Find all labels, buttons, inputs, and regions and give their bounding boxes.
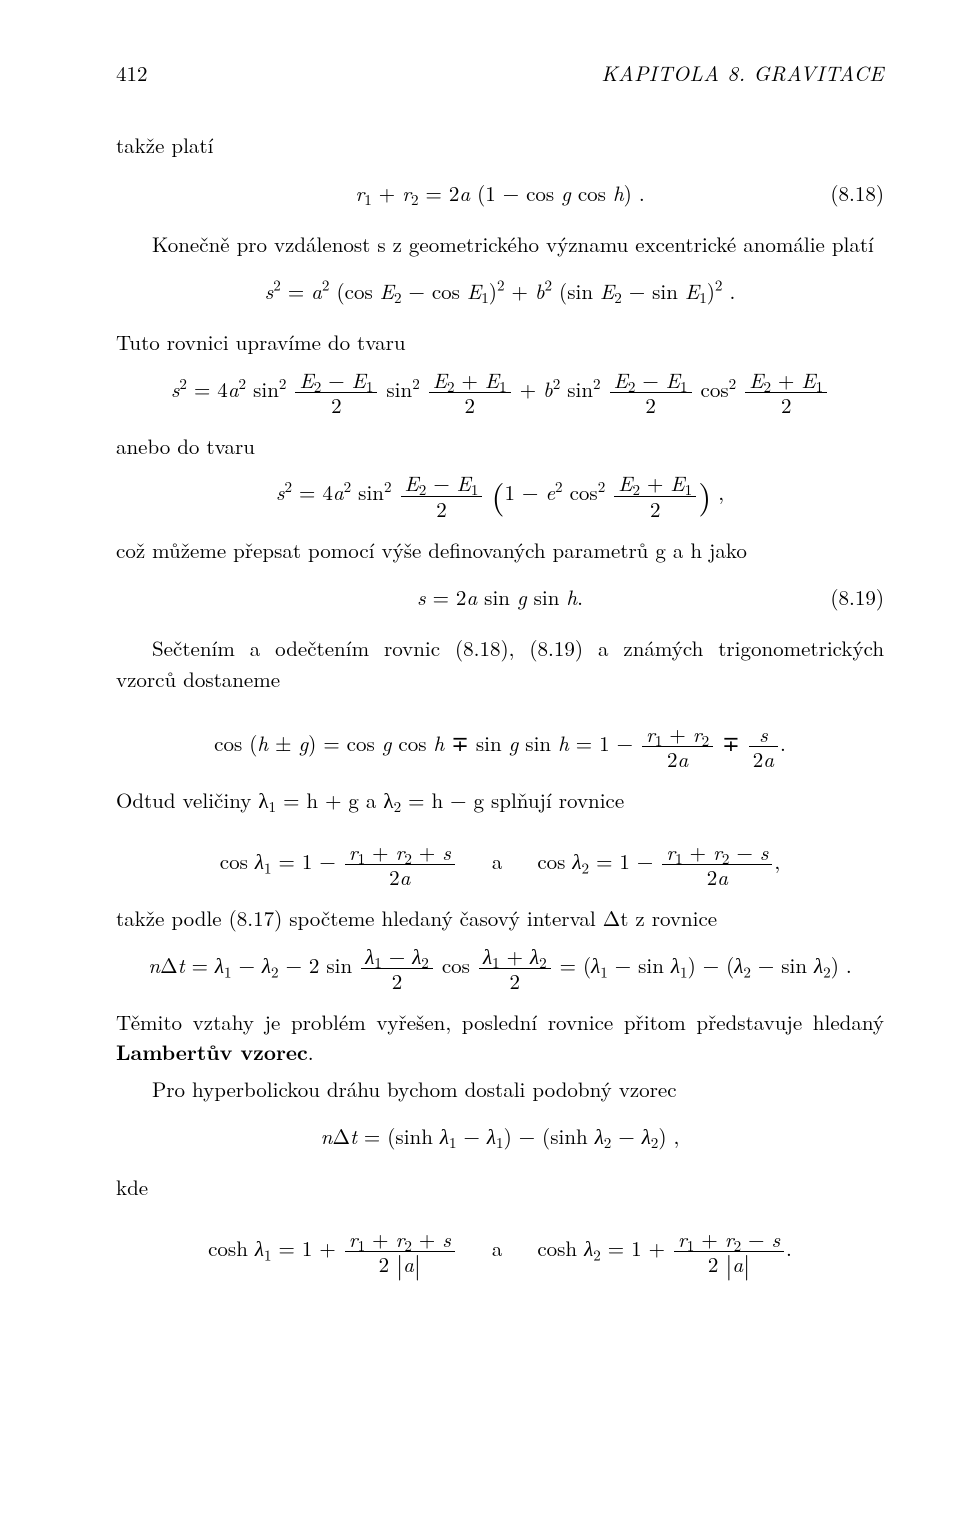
conj-a: a <box>492 1233 503 1263</box>
conj-a: a <box>492 846 503 876</box>
equation-body: cos λ1 = 1 − r1 + r2 + s2a a cos λ2 = 1 … <box>220 840 780 889</box>
body-text: Sečtením a odečtením rovnic (8.18), (8.1… <box>116 633 884 694</box>
equation-body: s = 2a sin g sin h. <box>417 582 583 612</box>
body-text: Pro hyperbolickou dráhu bychom dostali p… <box>116 1074 884 1104</box>
equation-body: cos (h ± g) = cos g cos h ∓ sin g sin h … <box>214 722 786 771</box>
equation-body: s2 = a2 (cos E2 − cos E1)2 + b2 (sin E2 … <box>265 276 736 306</box>
text-frag: Těmito vztahy je problém vyřešen, posled… <box>116 1007 884 1037</box>
equation-body: s2 = 4a2 sin2 E2 − E12 sin2 E2 + E12 + b… <box>171 368 829 417</box>
equation-body: nΔt = λ1 − λ2 − 2 sin λ1 − λ22 cos λ1 + … <box>148 944 851 993</box>
text-frag: = h + g a λ <box>276 785 394 815</box>
body-text: Tuto rovnici upravíme do tvaru <box>116 327 884 357</box>
body-text: takže podle (8.17) spočteme hledaný časo… <box>116 903 884 933</box>
page-number: 412 <box>116 58 148 88</box>
body-text: Konečně pro vzdálenost s z geometrického… <box>116 229 884 259</box>
body-text: kde <box>116 1172 884 1202</box>
equation-cos-hpm: cos (h ± g) = cos g cos h ∓ sin g sin h … <box>116 722 884 771</box>
equation-s2: s2 = a2 (cos E2 − cos E1)2 + b2 (sin E2 … <box>116 269 884 313</box>
equation-ndt: nΔt = λ1 − λ2 − 2 sin λ1 − λ22 cos λ1 + … <box>116 944 884 993</box>
equation-ndt-hyp: nΔt = (sinh λ1 − λ1) − (sinh λ2 − λ2) , <box>116 1114 884 1158</box>
equation-s2-factor: s2 = 4a2 sin2 E2 − E12 (1 − e2 cos2 E2 +… <box>116 471 884 520</box>
text-frag: = h − g splňují rovnice <box>401 785 624 815</box>
equation-body: cosh λ1 = 1 + r1 + r2 + s2 |a| a cosh λ2… <box>208 1227 792 1276</box>
equation-cosh-lambda: cosh λ1 = 1 + r1 + r2 + s2 |a| a cosh λ2… <box>116 1227 884 1276</box>
body-text: anebo do tvaru <box>116 431 884 461</box>
lambert-term: Lambertův vzorec <box>116 1037 308 1067</box>
text-frag: . <box>308 1037 314 1067</box>
equation-8-18: r1 + r2 = 2a (1 − cos g cos h) . (8.18) <box>116 171 884 215</box>
equation-number: (8.19) <box>830 582 884 612</box>
equation-s2-expanded: s2 = 4a2 sin2 E2 − E12 sin2 E2 + E12 + b… <box>116 368 884 417</box>
equation-body: s2 = 4a2 sin2 E2 − E12 (1 − e2 cos2 E2 +… <box>276 471 724 520</box>
equation-8-19: s = 2a sin g sin h. (8.19) <box>116 575 884 619</box>
body-text: Těmito vztahy je problém vyřešen, posled… <box>116 1007 884 1068</box>
equation-cos-lambda: cos λ1 = 1 − r1 + r2 + s2a a cos λ2 = 1 … <box>116 840 884 889</box>
equation-body: r1 + r2 = 2a (1 − cos g cos h) . <box>355 178 644 208</box>
chapter-title: KAPITOLA 8. GRAVITACE <box>601 58 884 88</box>
equation-body: nΔt = (sinh λ1 − λ1) − (sinh λ2 − λ2) , <box>321 1121 680 1151</box>
body-text: Odtud veličiny λ1 = h + g a λ2 = h − g s… <box>116 785 884 815</box>
body-text: takže platí <box>116 130 884 160</box>
running-head: 412 KAPITOLA 8. GRAVITACE <box>116 58 884 88</box>
body-text: což můžeme přepsat pomocí výše definovan… <box>116 535 884 565</box>
equation-number: (8.18) <box>830 178 884 208</box>
text-frag: Odtud veličiny λ <box>116 785 269 815</box>
